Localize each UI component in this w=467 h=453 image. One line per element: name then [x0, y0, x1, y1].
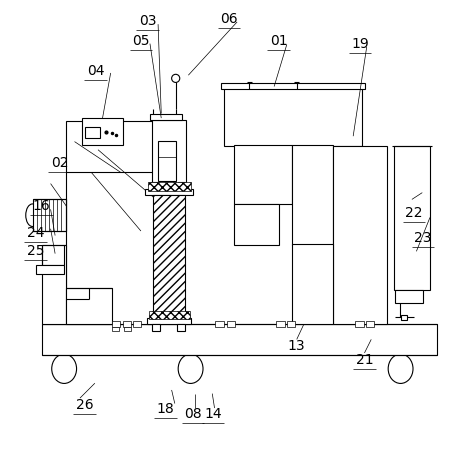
Bar — [226, 321, 235, 327]
Bar — [152, 120, 186, 183]
Bar — [150, 114, 182, 120]
Bar — [123, 321, 131, 327]
Text: 16: 16 — [33, 199, 50, 213]
Bar — [85, 127, 100, 139]
Text: 04: 04 — [87, 64, 105, 78]
Bar — [333, 146, 387, 324]
Ellipse shape — [26, 204, 39, 226]
Bar — [221, 83, 365, 89]
Bar — [395, 290, 423, 303]
Bar — [234, 204, 279, 245]
Text: 19: 19 — [351, 37, 369, 51]
Text: 26: 26 — [76, 398, 93, 412]
Bar — [215, 321, 224, 327]
Text: 22: 22 — [405, 206, 423, 220]
Bar — [36, 265, 64, 274]
Bar — [177, 324, 185, 331]
Text: 06: 06 — [220, 12, 238, 26]
Bar — [42, 246, 66, 324]
Bar — [158, 141, 176, 181]
Text: 25: 25 — [27, 244, 44, 258]
Bar — [178, 182, 185, 187]
Bar — [82, 118, 123, 145]
Bar — [33, 199, 66, 231]
Bar — [276, 321, 284, 327]
Text: 24: 24 — [27, 226, 44, 240]
Bar — [66, 121, 161, 324]
Bar — [112, 327, 119, 331]
Bar — [124, 327, 131, 331]
Text: 23: 23 — [414, 231, 432, 245]
Bar — [42, 324, 437, 355]
Bar — [355, 321, 364, 327]
Bar — [401, 315, 407, 320]
Bar — [394, 146, 430, 290]
Text: 02: 02 — [51, 156, 68, 170]
Text: 08: 08 — [184, 407, 202, 421]
Bar — [148, 182, 191, 191]
Bar — [151, 182, 158, 187]
Bar — [112, 321, 120, 327]
Bar — [133, 321, 142, 327]
Bar — [145, 189, 193, 195]
Text: 21: 21 — [356, 353, 373, 367]
Bar — [153, 195, 185, 312]
Bar — [147, 318, 191, 324]
Bar — [234, 145, 292, 204]
Text: 05: 05 — [132, 34, 149, 48]
Text: 03: 03 — [139, 14, 156, 28]
Bar — [66, 289, 112, 324]
Text: 14: 14 — [205, 407, 222, 421]
Text: 13: 13 — [288, 339, 305, 353]
Bar — [366, 321, 374, 327]
Text: 01: 01 — [270, 34, 288, 48]
Bar — [292, 244, 333, 324]
Bar — [287, 321, 295, 327]
Bar — [149, 311, 190, 319]
Text: 18: 18 — [157, 402, 175, 416]
Bar — [152, 324, 160, 331]
Bar — [292, 145, 333, 245]
Bar — [225, 87, 362, 146]
